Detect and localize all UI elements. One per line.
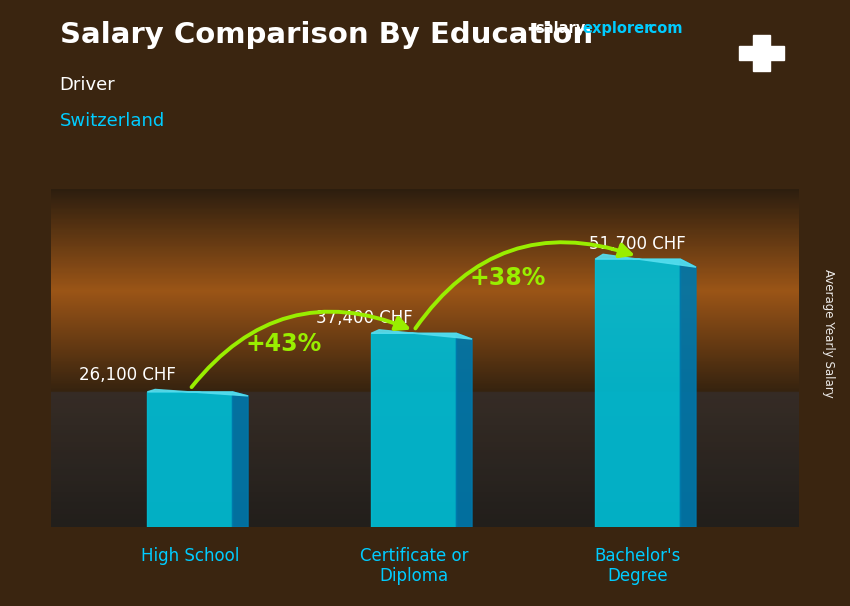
Text: 51,700 CHF: 51,700 CHF	[589, 235, 686, 253]
Text: .com: .com	[643, 21, 683, 36]
Text: +38%: +38%	[470, 266, 546, 290]
Bar	[740, 46, 784, 60]
Text: 26,100 CHF: 26,100 CHF	[79, 366, 176, 384]
Text: Driver: Driver	[60, 76, 116, 94]
Polygon shape	[680, 259, 696, 527]
Polygon shape	[595, 255, 696, 267]
Polygon shape	[232, 392, 248, 527]
Text: Switzerland: Switzerland	[60, 112, 165, 130]
Polygon shape	[371, 330, 472, 339]
Bar	[371, 333, 456, 527]
Bar	[147, 392, 232, 527]
Text: 37,400 CHF: 37,400 CHF	[316, 309, 413, 327]
Polygon shape	[147, 390, 248, 396]
Bar	[595, 259, 680, 527]
Text: Salary Comparison By Education: Salary Comparison By Education	[60, 21, 592, 49]
Text: salary: salary	[536, 21, 586, 36]
Text: +43%: +43%	[246, 332, 322, 356]
Polygon shape	[456, 333, 472, 527]
Bar	[753, 35, 770, 72]
Text: explorer: explorer	[582, 21, 652, 36]
Text: Average Yearly Salary: Average Yearly Salary	[822, 269, 836, 398]
